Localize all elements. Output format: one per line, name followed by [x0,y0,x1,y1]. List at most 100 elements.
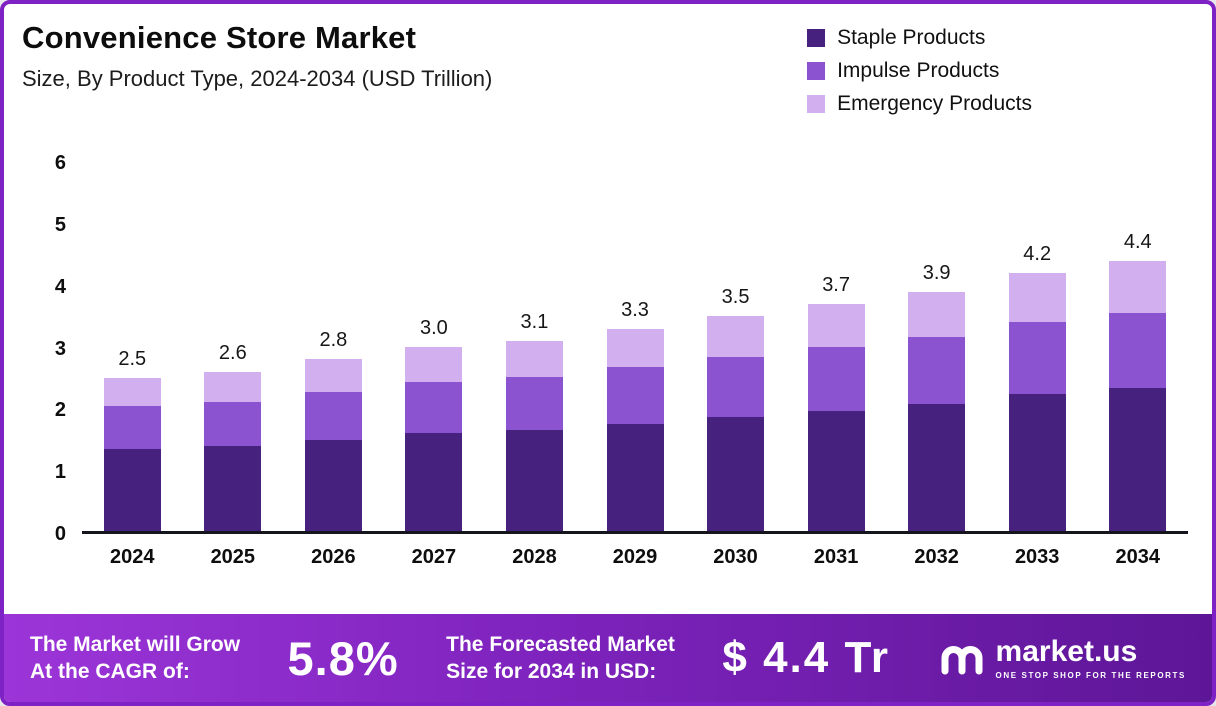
legend-swatch-icon [807,62,826,80]
y-tick-label: 1 [54,461,66,484]
bar-segment-emergency-products [1008,273,1066,322]
forecast-caption-line2: Size for 2034 in USD: [446,660,657,683]
bar-segment-staple-products [505,430,563,531]
bar-column: 3.3 [585,163,686,531]
x-axis-label: 2024 [110,546,155,568]
plot-area: 2.5 2.6 2.8 3.0 3.1 3.3 3.5 3.7 3.9 4.2 4.4 [82,163,1188,534]
bar-2030 [707,316,765,531]
bar-segment-impulse-products [1109,312,1167,389]
bar-2029 [606,328,664,531]
cagr-caption: The Market will Grow At the CAGR of: [30,631,240,686]
bar-2032 [908,291,966,531]
brand-tagline: ONE STOP SHOP FOR THE REPORTS [995,670,1186,680]
brand-text: market.us ONE STOP SHOP FOR THE REPORTS [995,634,1186,680]
chart-inner: 0 1 2 3 4 5 6 2.5 2.6 2.8 3.0 3.1 3.3 3.5 3.7 3.9 4.2 4.… [34,152,1188,569]
bar-2028 [505,340,563,531]
marketus-logo-icon [941,646,983,675]
bar-segment-emergency-products [304,359,362,393]
footer-banner: The Market will Grow At the CAGR of: 5.8… [4,614,1212,702]
bar-segment-impulse-products [505,377,563,431]
x-axis-label: 2034 [1115,546,1160,568]
forecast-caption-line1: The Forecasted Market [446,632,675,656]
y-axis: 0 1 2 3 4 5 6 [34,152,82,545]
bar-column: 4.4 [1087,163,1188,531]
x-axis-label: 2032 [914,546,959,568]
x-axis-labels: 2024 2025 2026 2027 2028 2029 2030 2031 2032 2033… [82,546,1188,569]
bar-segment-staple-products [606,423,664,531]
bar-column: 3.5 [685,163,786,531]
y-tick-label: 4 [54,275,66,298]
bar-column: 4.2 [987,163,1088,531]
chart-header: Convenience Store Market Size, By Produc… [4,4,1212,116]
bar-segment-emergency-products [405,347,463,382]
legend-item-staple: Staple Products [807,26,1032,50]
title-block: Convenience Store Market Size, By Produc… [22,20,492,92]
bar-value-label: 4.2 [1023,243,1052,266]
bar-column: 2.6 [183,163,284,531]
bar-value-label: 3.7 [822,274,850,297]
bar-segment-impulse-products [103,406,161,450]
bar-2033 [1008,273,1066,531]
bar-segment-staple-products [1008,394,1066,531]
bar-value-label: 3.5 [721,286,750,309]
legend-swatch-icon [807,95,826,113]
legend-label: Impulse Products [837,59,1000,82]
x-axis-label: 2028 [512,546,557,568]
chart-title: Convenience Store Market [22,20,417,55]
cagr-caption-line1: The Market will Grow [30,632,241,656]
legend: Staple Products Impulse Products Emergen… [807,26,1182,116]
bar-segment-staple-products [204,446,262,531]
bar-2034 [1109,261,1167,531]
bar-segment-staple-products [103,449,161,531]
bar-segment-staple-products [405,433,463,531]
x-axis-label: 2029 [612,546,658,568]
y-tick-label: 5 [54,213,66,236]
bar-value-label: 3.3 [621,298,649,321]
bar-value-label: 2.5 [118,347,147,370]
bar-segment-emergency-products [707,316,765,357]
bar-segment-impulse-products [405,381,463,434]
bar-value-label: 3.0 [420,317,448,339]
bar-segment-emergency-products [807,304,865,347]
bar-column: 3.0 [384,163,485,531]
chart-subtitle: Size, By Product Type, 2024-2034 (USD Tr… [22,66,493,91]
bar-column: 3.7 [786,163,887,531]
x-axis-label: 2025 [210,546,256,568]
plot-columns: 2.5 2.6 2.8 3.0 3.1 3.3 3.5 3.7 3.9 4.2 4.4 [82,163,1188,531]
bar-segment-emergency-products [204,371,262,402]
y-tick-label: 0 [54,523,66,545]
bar-column: 2.8 [283,163,384,531]
bar-column: 3.9 [886,163,987,531]
bar-segment-impulse-products [807,347,865,411]
bar-column: 2.5 [82,163,183,531]
brand-name: market.us [995,634,1138,668]
legend-item-emergency: Emergency Products [807,92,1032,116]
bar-value-label: 2.8 [319,329,348,352]
bar-value-label: 3.1 [520,310,549,333]
x-axis-label: 2026 [311,546,356,568]
bar-segment-staple-products [1109,388,1167,531]
bars-chart: 0 1 2 3 4 5 6 2.5 2.6 2.8 3.0 3.1 3.3 3.5 3.7 3.9 4.2 4.… [4,116,1212,614]
x-axis-label: 2033 [1014,546,1060,568]
bar-value-label: 4.4 [1123,231,1152,254]
bar-segment-staple-products [707,416,765,531]
bar-segment-impulse-products [204,401,262,447]
bar-segment-emergency-products [103,377,161,407]
cagr-value: 5.8% [287,631,399,685]
bar-2031 [807,304,865,531]
y-tick-label: 3 [54,337,66,360]
bar-column: 3.1 [484,163,585,531]
bar-value-label: 2.6 [218,341,247,364]
bar-segment-impulse-products [707,356,765,417]
bar-value-label: 3.9 [922,261,951,284]
brand: market.us ONE STOP SHOP FOR THE REPORTS [938,634,1186,682]
forecast-caption: The Forecasted Market Size for 2034 in U… [446,631,675,686]
bar-segment-impulse-products [304,392,362,441]
bar-segment-impulse-products [1008,321,1066,395]
x-axis-label: 2027 [411,546,457,568]
bar-2027 [405,347,463,531]
legend-label: Emergency Products [837,92,1032,115]
x-axis-label: 2031 [813,546,859,568]
bar-2025 [204,371,262,531]
